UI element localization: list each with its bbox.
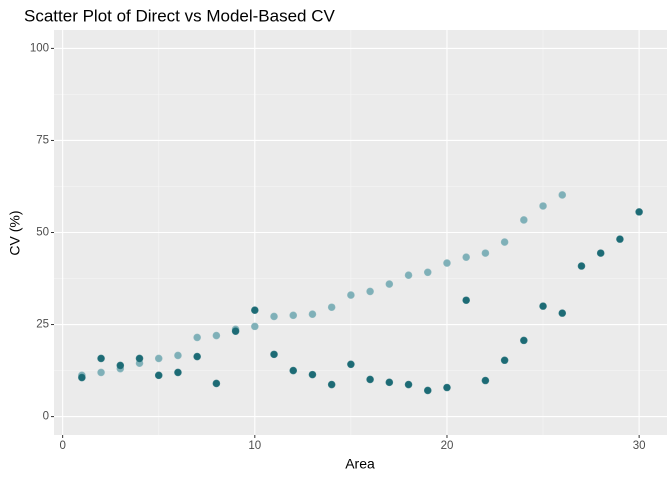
point <box>78 373 86 382</box>
point <box>251 322 259 331</box>
point <box>270 350 278 359</box>
point <box>558 191 567 199</box>
point <box>231 327 240 335</box>
point <box>385 378 394 387</box>
point <box>154 354 163 363</box>
point <box>385 280 394 288</box>
point <box>327 380 336 389</box>
point <box>404 271 413 280</box>
point <box>289 366 298 375</box>
point <box>500 238 509 246</box>
y-tick-label: 100 <box>30 42 49 54</box>
point <box>520 336 528 345</box>
point <box>577 262 586 270</box>
point <box>327 303 336 312</box>
y-tick-label: 25 <box>36 319 49 331</box>
point <box>520 216 528 224</box>
point <box>423 268 432 277</box>
y-axis-title: CV (%) <box>7 210 23 255</box>
x-tick-label: 30 <box>633 440 646 452</box>
point <box>154 371 163 380</box>
point <box>558 309 567 317</box>
point <box>500 356 509 365</box>
point <box>404 380 413 389</box>
point <box>539 302 547 310</box>
point <box>616 235 624 243</box>
point <box>116 361 125 370</box>
point <box>270 312 278 321</box>
chart-title: Scatter Plot of Direct vs Model-Based CV <box>24 6 336 25</box>
point <box>308 310 317 319</box>
point <box>481 249 490 257</box>
point <box>97 354 105 363</box>
point <box>443 259 451 267</box>
point <box>97 368 105 377</box>
x-tick-label: 20 <box>441 440 454 452</box>
point <box>462 253 470 261</box>
point <box>308 370 317 379</box>
point <box>347 291 355 299</box>
y-tick-label: 50 <box>36 227 49 239</box>
point <box>212 331 221 340</box>
point <box>443 383 451 392</box>
point <box>174 368 182 377</box>
x-tick-label: 0 <box>59 440 65 452</box>
point <box>481 376 490 385</box>
point <box>212 379 221 388</box>
point <box>347 360 355 369</box>
y-tick-label: 75 <box>36 134 49 146</box>
point <box>251 306 259 314</box>
point <box>596 249 605 257</box>
point <box>174 351 182 360</box>
y-tick-label: 0 <box>43 411 49 423</box>
point <box>135 354 144 363</box>
x-tick-label: 10 <box>248 440 261 452</box>
point <box>193 333 201 342</box>
point <box>366 375 374 384</box>
point <box>635 208 643 216</box>
point <box>289 311 298 320</box>
point <box>539 202 547 210</box>
point <box>366 287 374 296</box>
point <box>193 352 201 361</box>
point <box>462 296 470 305</box>
x-axis-title: Area <box>345 456 375 472</box>
point <box>423 386 432 395</box>
